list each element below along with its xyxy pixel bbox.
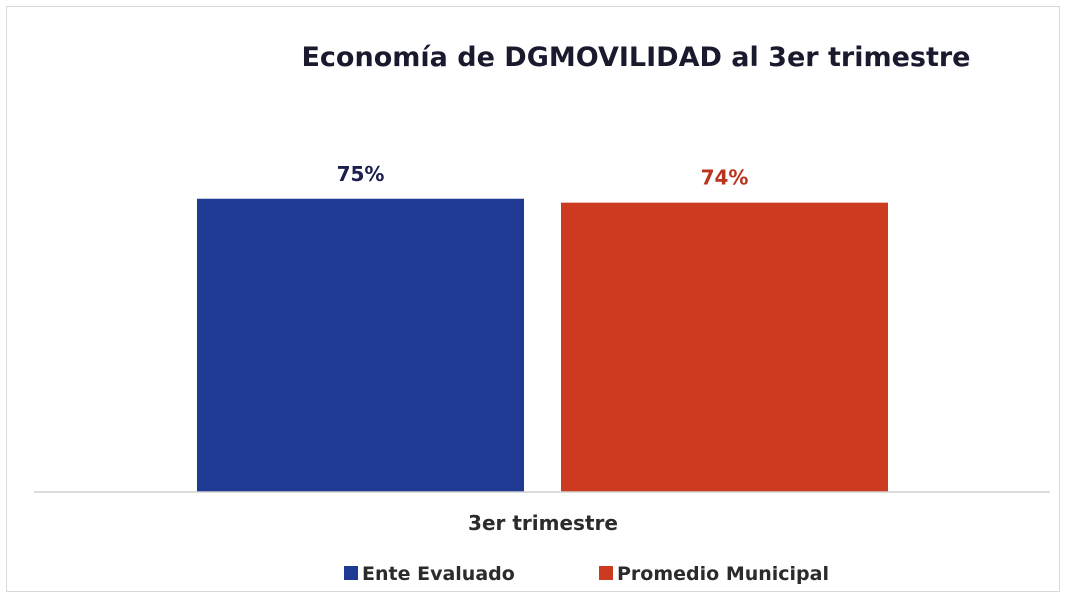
legend-label-promedio-municipal: Promedio Municipal	[617, 563, 829, 585]
data-label-promedio-municipal: 74%	[701, 166, 749, 190]
legend: Ente Evaluado Promedio Municipal	[344, 563, 829, 585]
data-label-ente-evaluado: 75%	[337, 162, 385, 186]
legend-label-ente-evaluado: Ente Evaluado	[362, 563, 515, 585]
chart-title: Economía de DGMOVILIDAD al 3er trimestre	[301, 42, 970, 73]
legend-swatch-ente-evaluado	[344, 566, 358, 580]
bar-promedio-municipal	[561, 202, 888, 492]
bar-ente-evaluado	[197, 198, 524, 492]
bar-labels-group: 75% 74%	[337, 162, 749, 190]
legend-swatch-promedio-municipal	[599, 566, 613, 580]
bars-group	[197, 198, 888, 492]
x-tick-label: 3er trimestre	[468, 511, 618, 535]
